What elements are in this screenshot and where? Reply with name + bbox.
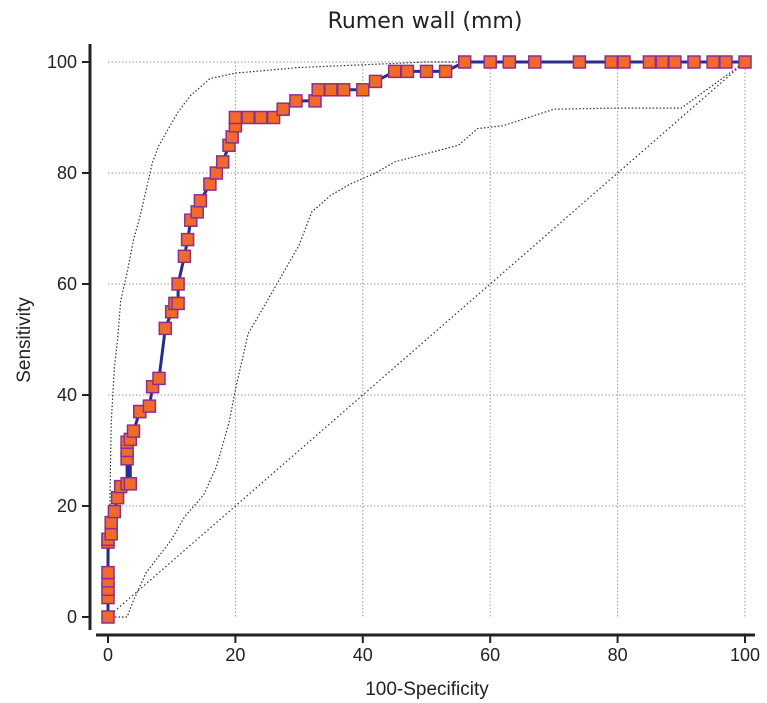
roc-data-point	[142, 399, 157, 413]
roc-data-point	[387, 64, 402, 79]
roc-data-point	[617, 55, 631, 69]
roc-data-point	[368, 74, 383, 89]
roc-data-point	[687, 55, 701, 69]
roc-data-point	[209, 166, 224, 180]
x-tick-label: 20	[225, 645, 245, 665]
roc-data-point	[738, 55, 752, 69]
axes	[82, 44, 755, 643]
roc-data-point	[400, 64, 415, 79]
roc-data-point	[203, 177, 217, 191]
roc-data-point	[104, 527, 118, 541]
roc-data-point	[356, 83, 370, 97]
x-tick-label: 0	[103, 645, 113, 665]
roc-data-point	[101, 565, 115, 580]
roc-data-point	[215, 155, 230, 169]
roc-data-point	[190, 205, 204, 219]
y-tick-label: 60	[57, 274, 77, 294]
roc-data-point	[104, 515, 118, 530]
x-tick-label: 60	[480, 645, 500, 665]
y-tick-label: 100	[47, 52, 77, 72]
roc-data-point	[107, 504, 122, 519]
roc-data-point	[126, 424, 141, 438]
tick-labels: 0 20 40 60 80 100 0 20 40 60 80 100	[47, 52, 760, 665]
roc-data-point	[123, 477, 138, 491]
roc-data-point	[276, 102, 290, 116]
roc-data-point	[438, 64, 453, 79]
roc-data-point	[457, 55, 472, 69]
series	[101, 55, 752, 624]
roc-data-point	[502, 55, 517, 69]
roc-curve-line	[106, 60, 745, 617]
roc-data-point	[483, 55, 497, 69]
chart-title: Rumen wall (mm)	[328, 9, 523, 34]
roc-data-point	[528, 55, 542, 69]
roc-data-point	[572, 55, 587, 69]
x-tick-label: 40	[353, 645, 373, 665]
grid	[108, 61, 746, 617]
roc-data-point	[228, 110, 243, 125]
roc-data-point	[668, 55, 682, 69]
y-tick-label: 0	[67, 607, 77, 627]
lower-confidence-bound-line	[108, 61, 746, 618]
x-axis-label: 100-Specificity	[365, 679, 489, 700]
roc-data-point	[324, 83, 338, 97]
x-tick-label: 80	[608, 645, 628, 665]
roc-data-point	[225, 130, 239, 144]
upper-confidence-bound-line	[107, 61, 745, 618]
roc-data-point	[419, 64, 434, 79]
roc-data-point	[706, 55, 720, 69]
roc-data-point	[655, 55, 669, 69]
roc-data-point	[241, 110, 255, 125]
roc-data-point	[604, 55, 618, 69]
roc-data-point	[289, 94, 303, 108]
roc-data-point	[158, 321, 173, 336]
roc-data-point	[171, 296, 185, 311]
roc-data-point	[719, 55, 733, 69]
roc-data-point	[177, 249, 192, 264]
roc-data-point	[311, 83, 325, 97]
roc-data-point	[254, 110, 268, 125]
reference-diagonal-line	[107, 61, 746, 618]
y-tick-label: 40	[57, 385, 77, 405]
y-tick-label: 80	[57, 163, 77, 183]
roc-data-point	[193, 194, 208, 208]
roc-data-point	[171, 277, 185, 291]
x-tick-label: 100	[730, 645, 760, 665]
y-tick-label: 20	[57, 496, 77, 516]
y-axis-label: Sensitivity	[14, 297, 35, 383]
roc-data-point	[336, 83, 351, 97]
roc-data-point	[152, 371, 166, 386]
roc-data-point	[308, 94, 322, 108]
roc-data-point	[110, 490, 125, 505]
roc-data-point	[101, 610, 115, 624]
roc-data-point	[180, 232, 195, 247]
roc-data-point	[642, 55, 657, 69]
